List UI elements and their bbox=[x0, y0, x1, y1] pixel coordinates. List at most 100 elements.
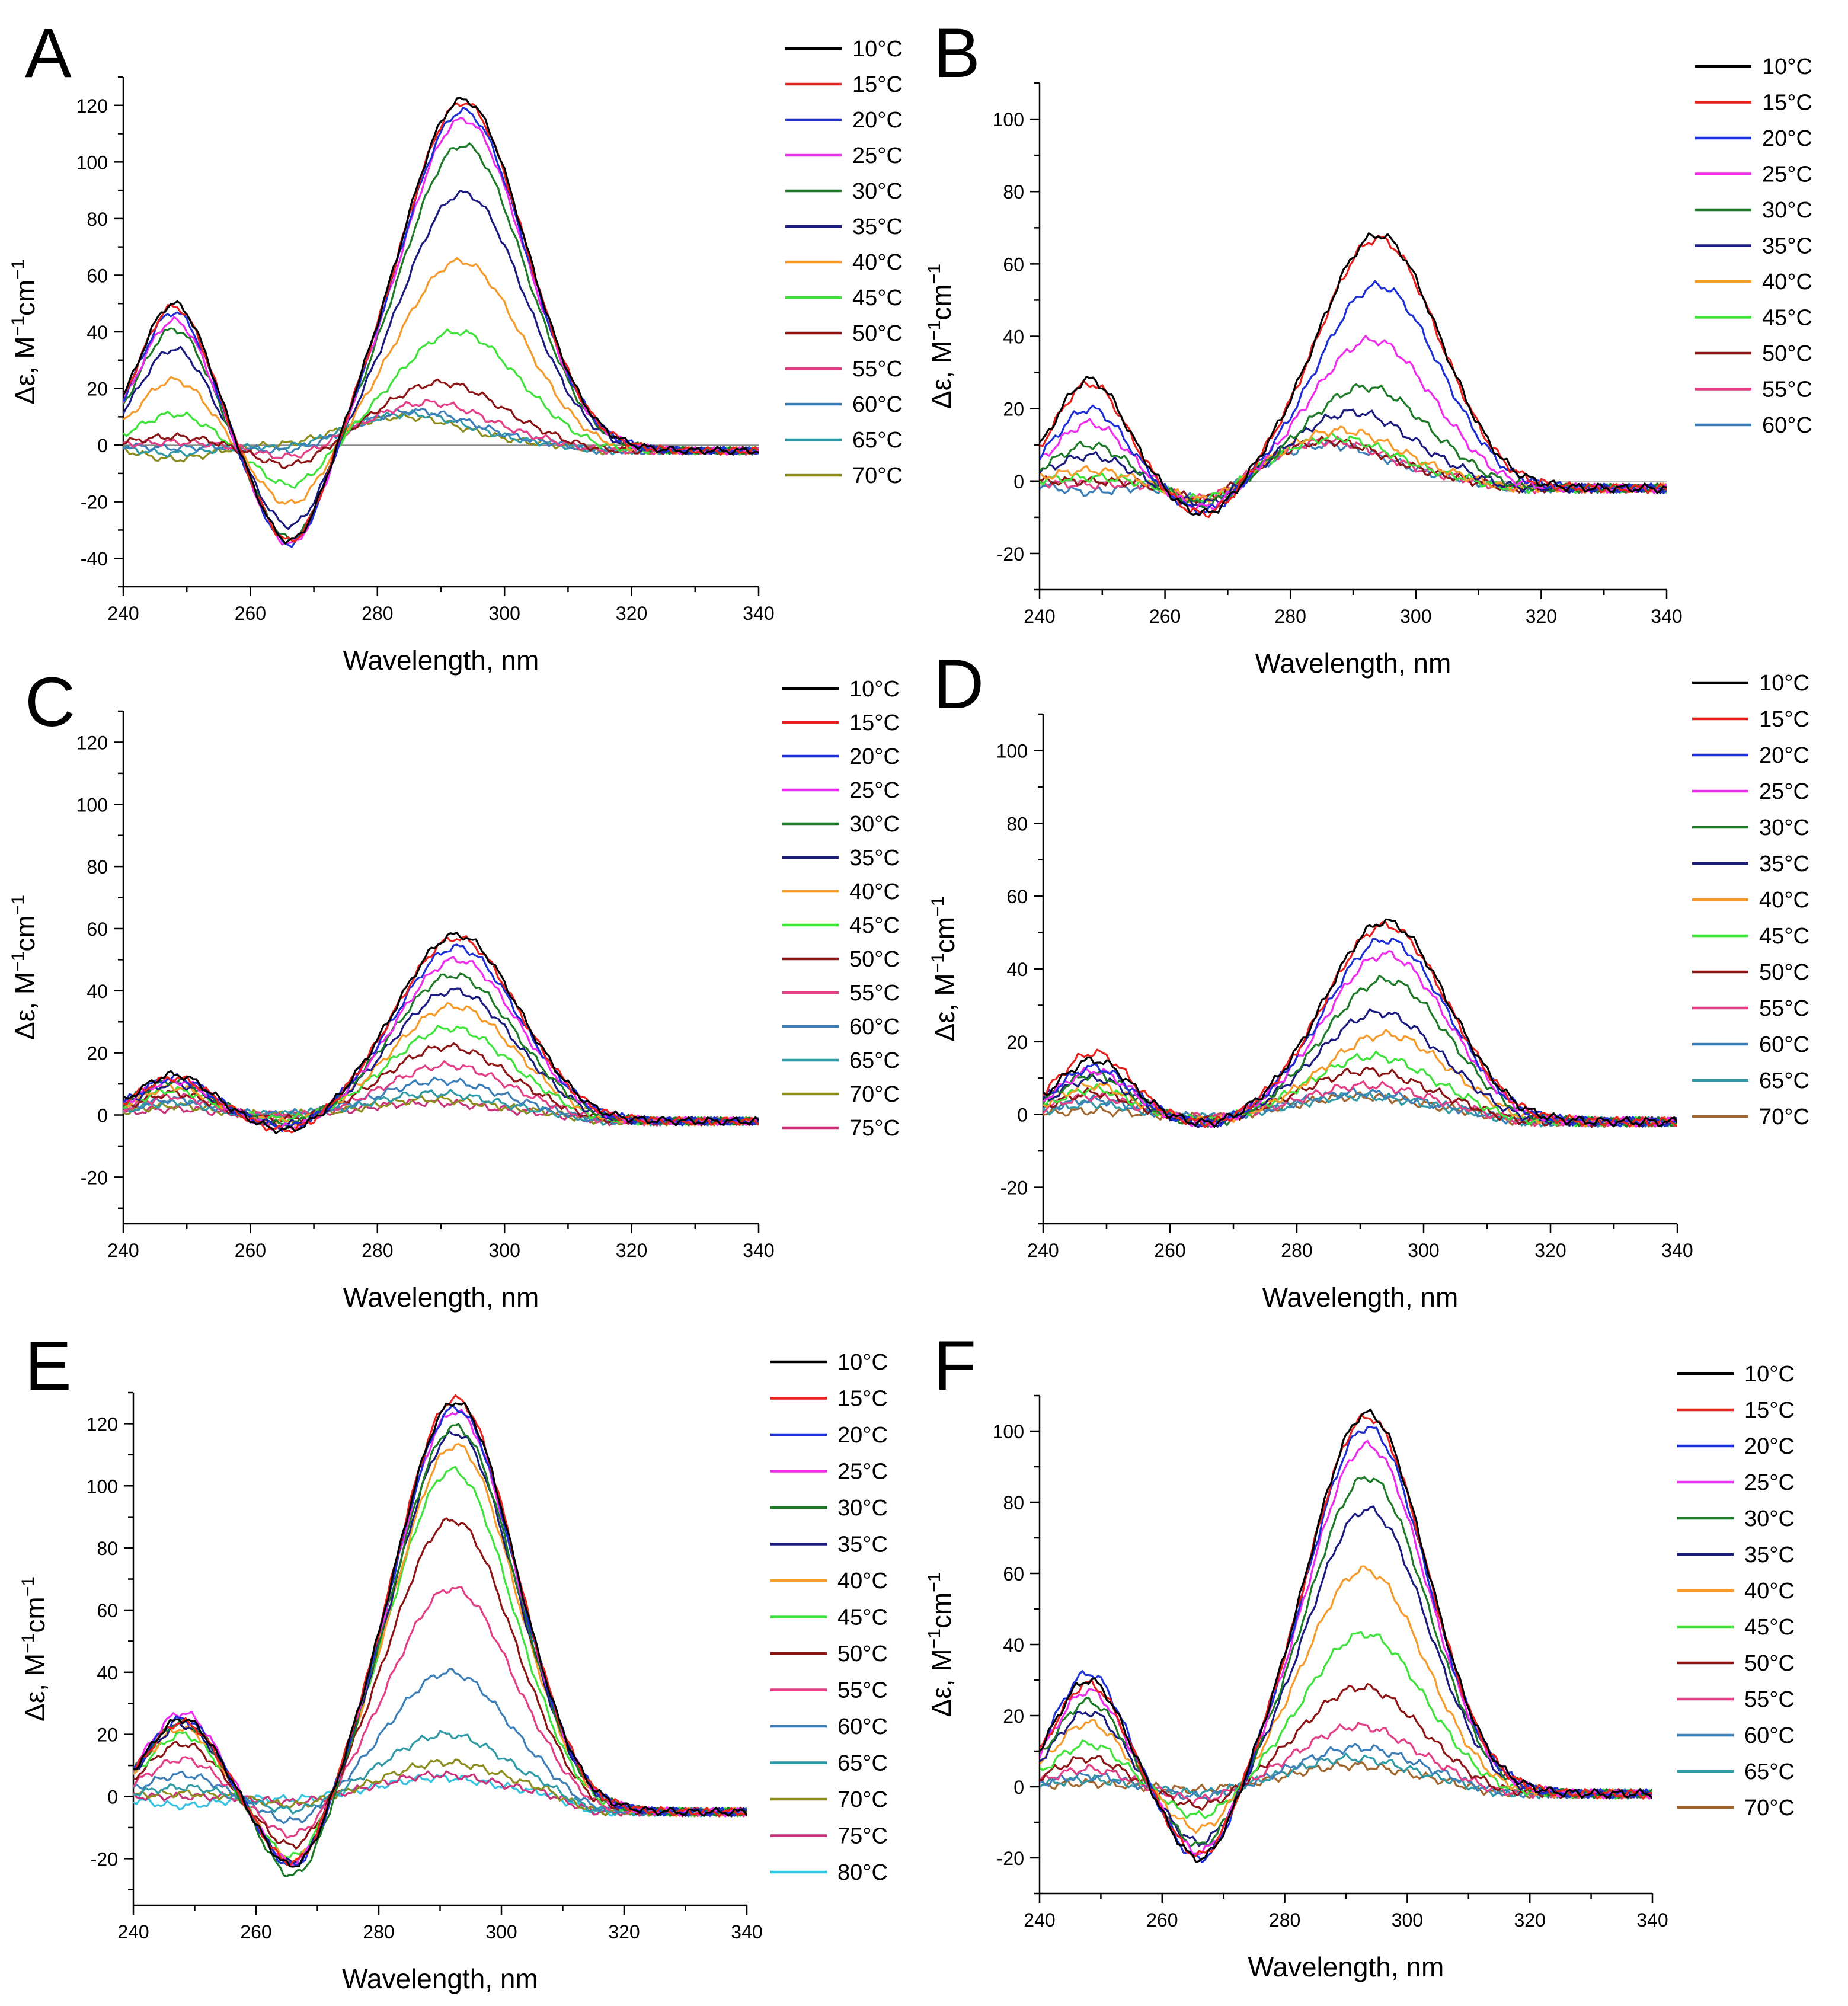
x-tick-label: 280 bbox=[1269, 1909, 1300, 1931]
y-title-main: Δε, M bbox=[926, 341, 957, 409]
legend-label: 35°C bbox=[1744, 1543, 1795, 1567]
y-tick-label: 40 bbox=[97, 1662, 118, 1684]
legend-label: 20°C bbox=[1762, 126, 1812, 151]
x-tick-label: 320 bbox=[608, 1921, 640, 1943]
x-tick-label: 320 bbox=[1526, 606, 1557, 627]
legend-label: 25°C bbox=[1762, 162, 1812, 187]
series-line-10c bbox=[1043, 918, 1677, 1128]
y-title-sup: −1 bbox=[928, 897, 948, 917]
legend-label: 50°C bbox=[837, 1642, 888, 1666]
y-tick-label: 80 bbox=[1003, 181, 1024, 203]
legend-label: 40°C bbox=[837, 1569, 888, 1594]
legend-label: 15°C bbox=[1762, 91, 1812, 116]
y-title-main: Δε, M bbox=[20, 1653, 50, 1722]
legend-label: 70°C bbox=[852, 463, 903, 488]
legend-label: 15°C bbox=[849, 711, 900, 735]
x-axis-title: Wavelength, nm bbox=[1255, 648, 1451, 679]
y-tick-label: 40 bbox=[1003, 1634, 1024, 1656]
legend-label: 45°C bbox=[1762, 306, 1812, 331]
series-line-40c bbox=[1043, 1029, 1677, 1128]
legend-label: 70°C bbox=[837, 1787, 888, 1812]
y-title-sup: −1 bbox=[8, 952, 28, 972]
legend-label: 10°C bbox=[837, 1350, 888, 1375]
panel-letter: B bbox=[933, 14, 980, 92]
legend-label: 60°C bbox=[849, 1015, 900, 1039]
legend-label: 30°C bbox=[1762, 198, 1812, 223]
y-title-sup: −1 bbox=[8, 260, 28, 280]
legend-label: 25°C bbox=[852, 143, 903, 168]
legend-label: 20°C bbox=[837, 1423, 888, 1448]
series-line-10c bbox=[123, 932, 759, 1134]
x-axis-title: Wavelength, nm bbox=[1248, 1951, 1444, 1982]
x-tick-label: 260 bbox=[240, 1921, 271, 1943]
y-title-sup: −1 bbox=[925, 264, 944, 284]
legend-label: 70°C bbox=[1744, 1796, 1795, 1821]
series-line-20c bbox=[1043, 938, 1677, 1128]
y-tick-label: 20 bbox=[1006, 1032, 1028, 1053]
x-tick-label: 320 bbox=[616, 1240, 647, 1261]
legend-label: 65°C bbox=[837, 1751, 888, 1776]
legend-label: 10°C bbox=[849, 677, 900, 702]
series-line-25c bbox=[1040, 335, 1667, 510]
series-line-10c bbox=[133, 1402, 747, 1868]
series-line-40c bbox=[123, 257, 759, 505]
y-title-sup: −1 bbox=[925, 1572, 944, 1592]
y-title-mid: cm bbox=[9, 280, 40, 316]
x-tick-label: 300 bbox=[489, 1240, 520, 1261]
y-axis-title: Δε, M−1cm−1 bbox=[928, 897, 960, 1042]
y-tick-label: -20 bbox=[997, 1848, 1024, 1869]
legend-label: 10°C bbox=[852, 37, 903, 62]
series-line-20c bbox=[133, 1404, 747, 1867]
y-title-sup: −1 bbox=[8, 895, 28, 915]
legend-label: 60°C bbox=[837, 1714, 888, 1739]
y-tick-label: -20 bbox=[1000, 1178, 1028, 1199]
series-line-40c bbox=[133, 1443, 747, 1865]
y-title-sup: −1 bbox=[18, 1633, 38, 1653]
y-title-mid: cm bbox=[926, 284, 957, 320]
series-line-60c bbox=[133, 1668, 747, 1825]
x-tick-label: 300 bbox=[1392, 1909, 1423, 1931]
legend-label: 10°C bbox=[1744, 1362, 1795, 1387]
legend-label: 40°C bbox=[1759, 888, 1809, 913]
y-title-main: Δε, M bbox=[9, 972, 40, 1040]
legend-label: 70°C bbox=[849, 1082, 900, 1107]
series-line-55c bbox=[133, 1586, 747, 1839]
legend-label: 35°C bbox=[849, 846, 900, 871]
y-tick-label: 80 bbox=[97, 1538, 118, 1559]
y-title-sup: −1 bbox=[8, 316, 28, 336]
y-tick-label: 40 bbox=[87, 981, 108, 1002]
x-tick-label: 340 bbox=[1661, 1240, 1693, 1261]
legend-label: 65°C bbox=[1744, 1759, 1795, 1784]
series-group bbox=[123, 932, 759, 1134]
legend: 10°C 15°C 20°C 25°C 30°C 35°C 40°C 45°C 50°C 55°C… bbox=[1677, 1362, 1795, 1821]
panel-f: F 240 260 280 300 320 340 -20 0 20 40 60 80 100 Wavele… bbox=[925, 1327, 1795, 1982]
legend-label: 55°C bbox=[1759, 996, 1809, 1021]
y-tick-label: 40 bbox=[1006, 959, 1028, 980]
panel-letter: E bbox=[25, 1327, 72, 1405]
y-tick-label: 40 bbox=[87, 322, 108, 343]
series-line-30c bbox=[123, 142, 759, 540]
legend-label: 55°C bbox=[852, 357, 903, 382]
series-line-55c bbox=[123, 399, 759, 459]
x-tick-label: 320 bbox=[1534, 1240, 1566, 1261]
y-tick-label: 80 bbox=[87, 209, 108, 230]
y-tick-label: 60 bbox=[1003, 1563, 1024, 1585]
legend-label: 25°C bbox=[1744, 1470, 1795, 1495]
x-tick-label: 240 bbox=[1027, 1240, 1059, 1261]
x-tick-label: 340 bbox=[731, 1921, 762, 1943]
series-line-50c bbox=[123, 1042, 759, 1127]
y-tick-label: 0 bbox=[1013, 1777, 1024, 1798]
legend-label: 40°C bbox=[1744, 1579, 1795, 1604]
x-tick-label: 340 bbox=[1636, 1909, 1668, 1931]
legend-label: 45°C bbox=[837, 1605, 888, 1630]
legend-label: 45°C bbox=[852, 286, 903, 311]
legend-label: 70°C bbox=[1759, 1105, 1809, 1130]
legend: 10°C 15°C 20°C 25°C 30°C 35°C 40°C 45°C 50°C 55°C… bbox=[1692, 671, 1809, 1130]
y-tick-label: 20 bbox=[1003, 399, 1024, 420]
legend-label: 55°C bbox=[1762, 377, 1812, 402]
series-group bbox=[123, 97, 759, 548]
legend-label: 60°C bbox=[1762, 413, 1812, 438]
legend-label: 25°C bbox=[1759, 779, 1809, 804]
y-tick-label: 100 bbox=[993, 1421, 1024, 1442]
x-tick-label: 240 bbox=[1024, 606, 1055, 627]
